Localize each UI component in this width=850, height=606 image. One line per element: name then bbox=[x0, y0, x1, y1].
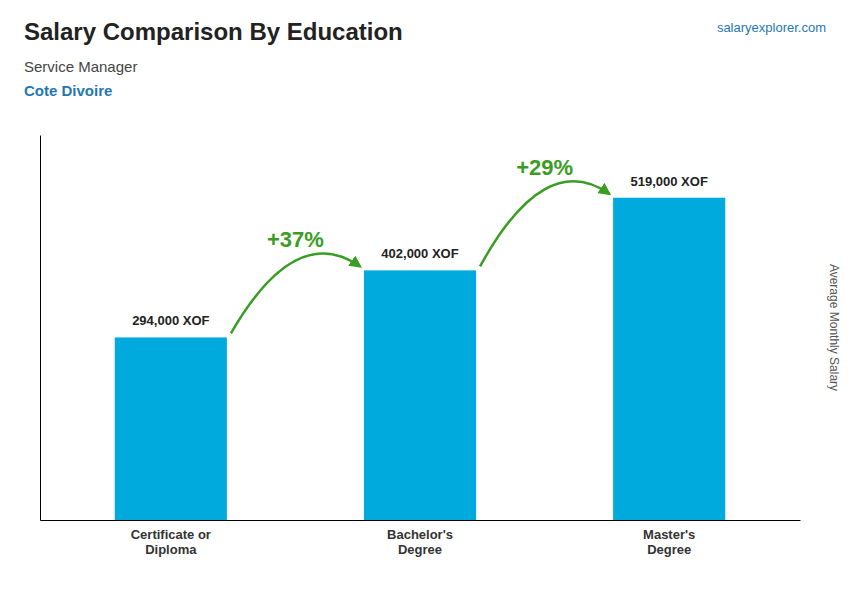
bar bbox=[115, 337, 227, 520]
change-arrow bbox=[231, 253, 360, 333]
bar bbox=[364, 270, 476, 520]
x-tick-label-line: Degree bbox=[398, 542, 442, 557]
chart-container: Salary Comparison By Education Service Ma… bbox=[0, 0, 850, 606]
x-tick-label-line: Diploma bbox=[145, 542, 197, 557]
x-tick-label-line: Bachelor's bbox=[387, 527, 453, 542]
watermark: salaryexplorer.com bbox=[717, 20, 826, 35]
data-label: 294,000 XOF bbox=[132, 313, 209, 328]
annotation: +37% bbox=[267, 227, 324, 252]
x-tick-label: Master'sDegree bbox=[643, 527, 695, 558]
x-tick-label: Bachelor'sDegree bbox=[387, 527, 453, 558]
data-label: 402,000 XOF bbox=[381, 246, 458, 261]
x-tick: Certificate orDiploma bbox=[131, 527, 211, 558]
bars bbox=[115, 198, 725, 520]
y-axis-line bbox=[40, 136, 41, 521]
texts: 294,000 XOF 402,000 XOF 519,000 XOF +37% +29… bbox=[132, 155, 708, 333]
subtitle: Cote Divoire bbox=[24, 82, 112, 99]
x-axis-line bbox=[41, 520, 801, 521]
annotation: +29% bbox=[516, 155, 573, 180]
data-label: 519,000 XOF bbox=[631, 174, 708, 189]
x-tick-label: Certificate orDiploma bbox=[131, 527, 211, 558]
x-tick: Bachelor'sDegree bbox=[387, 527, 453, 558]
subtitle: Service Manager bbox=[24, 58, 137, 75]
title: Salary Comparison By Education bbox=[24, 18, 403, 45]
x-tick-label-line: Degree bbox=[647, 542, 691, 557]
chart-svg: Salary Comparison By Education Service Ma… bbox=[0, 0, 850, 606]
x-axis: Certificate orDiplomaBachelor'sDegreeMas… bbox=[41, 521, 801, 558]
y-axis-label: Average Monthly Salary bbox=[827, 264, 841, 391]
x-tick: Master'sDegree bbox=[643, 527, 695, 558]
change-arrow bbox=[480, 181, 609, 266]
y-axis bbox=[40, 136, 41, 521]
bar bbox=[613, 198, 725, 520]
x-tick-label-line: Certificate or bbox=[131, 527, 211, 542]
x-tick-label-line: Master's bbox=[643, 527, 695, 542]
